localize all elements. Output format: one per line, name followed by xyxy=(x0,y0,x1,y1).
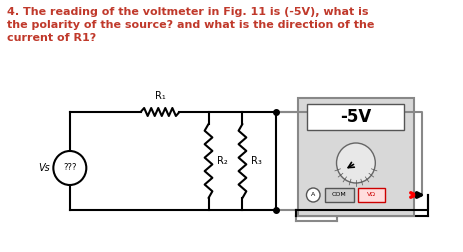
Text: the polarity of the source? and what is the direction of the: the polarity of the source? and what is … xyxy=(7,20,374,30)
Text: R₁: R₁ xyxy=(155,91,165,101)
Bar xyxy=(358,188,385,202)
Text: Vs: Vs xyxy=(39,163,50,173)
Text: COM: COM xyxy=(332,193,347,198)
Circle shape xyxy=(53,151,86,185)
Text: VΩ: VΩ xyxy=(367,193,376,198)
Bar xyxy=(298,98,414,216)
Text: R₃: R₃ xyxy=(251,156,262,166)
Text: R₂: R₂ xyxy=(217,156,228,166)
Circle shape xyxy=(307,188,320,202)
Bar xyxy=(307,104,404,130)
Text: -5V: -5V xyxy=(340,108,371,126)
Circle shape xyxy=(337,143,375,183)
Text: 4. The reading of the voltmeter in Fig. 11 is (-5V), what is: 4. The reading of the voltmeter in Fig. … xyxy=(7,7,368,17)
Text: A: A xyxy=(311,193,315,198)
Text: ???: ??? xyxy=(63,164,76,173)
Text: current of R1?: current of R1? xyxy=(7,33,96,43)
Bar xyxy=(325,188,354,202)
